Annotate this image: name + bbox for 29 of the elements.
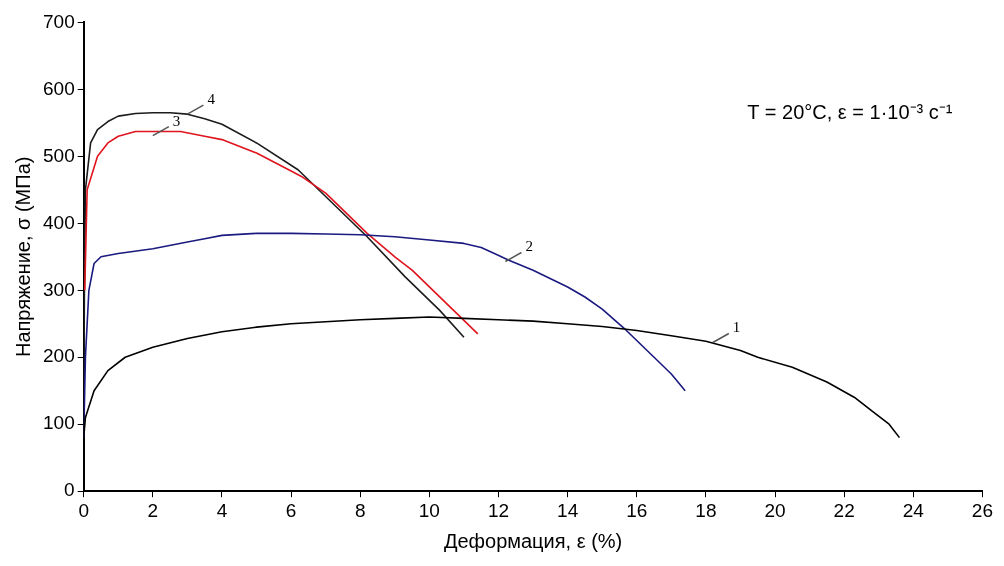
x-tick-label: 10	[418, 499, 440, 521]
x-axis-title: Деформация, ε (%)	[443, 529, 623, 552]
x-tick-label: 12	[487, 499, 510, 521]
x-tick-label: 6	[285, 499, 297, 521]
x-tick-label: 2	[147, 499, 159, 521]
annotation: 3	[172, 112, 181, 129]
x-tick-label: 26	[971, 499, 993, 521]
y-tick-label: 100	[43, 412, 75, 434]
y-axis-title: Напряжение, σ (МПа)	[11, 156, 34, 358]
x-tick-label: 20	[764, 499, 786, 521]
annotation: 2	[525, 238, 533, 255]
x-tick-label: 8	[354, 499, 366, 521]
y-tick-label: 200	[43, 345, 75, 367]
y-tick-label: 700	[43, 10, 75, 32]
x-tick-label: 24	[902, 499, 925, 521]
x-tick-label: 22	[833, 499, 855, 521]
x-tick-label: 18	[695, 499, 717, 521]
annotation: 4	[207, 91, 216, 108]
x-tick-label: 0	[78, 499, 89, 521]
x-tick-label: 4	[216, 499, 228, 521]
y-tick-label: 300	[43, 278, 75, 300]
x-tick-label: 16	[626, 499, 648, 521]
annotation: 1	[732, 319, 741, 336]
x-tick-label: 14	[557, 499, 579, 521]
annotation: T = 20°C, ε = 1·10⁻³ с⁻¹	[747, 101, 953, 124]
y-tick-label: 600	[43, 77, 75, 99]
y-tick-label: 400	[43, 211, 75, 233]
y-tick-label: 0	[64, 479, 75, 501]
y-tick-label: 500	[43, 144, 75, 166]
